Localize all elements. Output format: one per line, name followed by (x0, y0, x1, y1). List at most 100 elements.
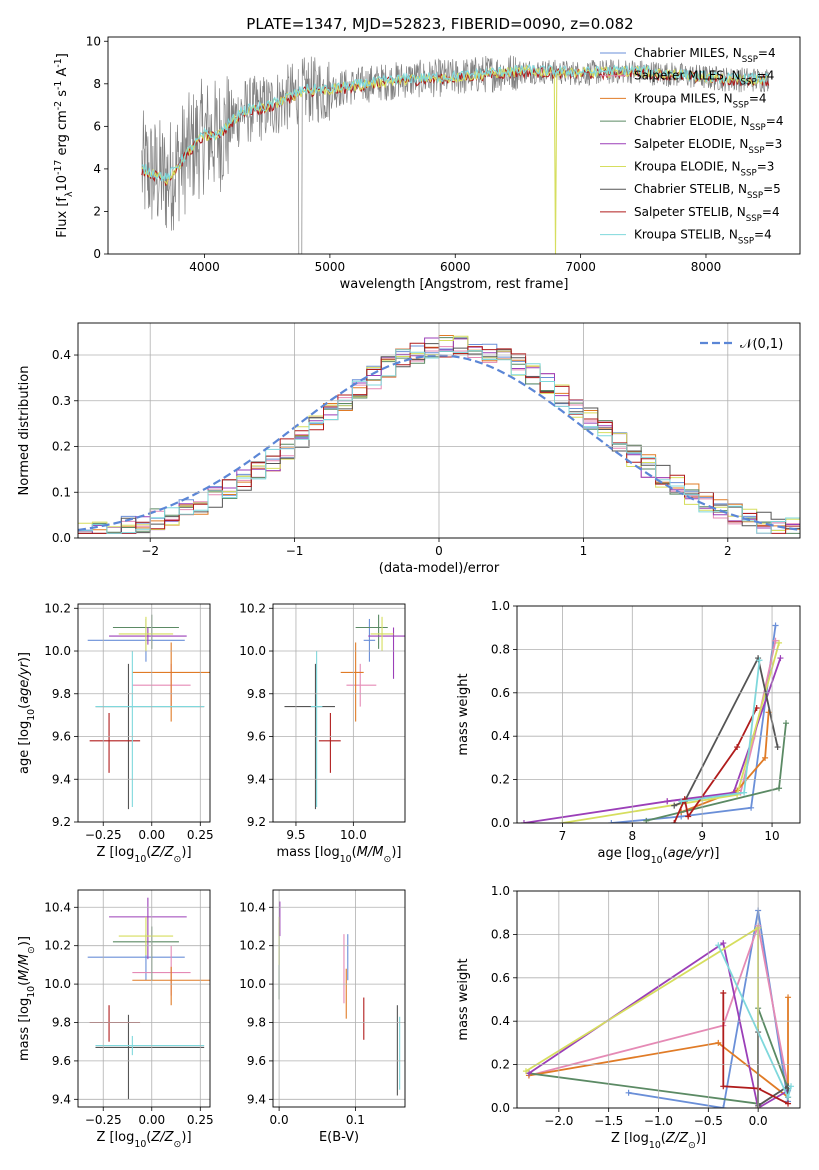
y-tick-label: 10.4 (44, 900, 71, 914)
y-tick-label: 8 (93, 77, 101, 91)
weight-marker (756, 657, 763, 664)
y-tick-label: 9.6 (52, 730, 71, 744)
label-part: =4 (757, 69, 775, 83)
label-part: )] (17, 936, 32, 946)
x-tick-label: 10 (764, 829, 779, 843)
axes-frame (272, 603, 406, 823)
weight-marker (715, 942, 722, 949)
label-part: =3 (757, 160, 775, 174)
weight-line (680, 712, 770, 813)
label-part: 10 (134, 854, 146, 865)
label-part: )] (181, 1130, 191, 1145)
label-part: ⊙ (174, 854, 182, 865)
label-part: age [log (17, 721, 32, 774)
label-part: =3 (765, 137, 783, 151)
x-tick-label: 0.1 (346, 1113, 365, 1127)
x-axis-label: Z [log10(Z/Z⊙)] (96, 1130, 191, 1150)
label-part: 10 (26, 709, 37, 721)
x-tick-label: −1.0 (644, 1114, 673, 1128)
weight-marker (685, 813, 692, 820)
y-tick-label: 0.2 (52, 440, 71, 454)
weight-marker (748, 804, 755, 811)
label-part: ⊙ (383, 854, 391, 865)
label-part: ( (352, 845, 357, 860)
weight-marker (522, 1068, 529, 1075)
label-part: ⊙ (26, 946, 37, 954)
label-part: 10 (134, 1139, 146, 1150)
y-tick-label: 9.2 (52, 815, 71, 829)
label-part: =4 (758, 46, 776, 60)
y-tick-label: 10.4 (239, 900, 266, 914)
y-tick-label: 9.4 (52, 1092, 71, 1106)
y-tick-label: 0.2 (491, 1058, 510, 1072)
legend-label: Salpeter MILES, NSSP=4 (634, 69, 774, 88)
y-tick-label: 0 (93, 247, 101, 261)
plot-area (87, 614, 210, 810)
weight-marker (671, 802, 678, 809)
weight-marker (520, 820, 527, 823)
label-part: Salpeter MILES, N (634, 69, 741, 83)
x-tick-label: −1.5 (594, 1114, 623, 1128)
y-tick-label: 4 (93, 162, 101, 176)
plot-area (141, 55, 770, 254)
label-part: SSP (742, 55, 758, 65)
weight-marker (772, 637, 779, 644)
y-tick-label: 10.2 (239, 939, 266, 953)
plot-area (520, 622, 790, 823)
weight-marker (776, 785, 783, 792)
label-part: ( (17, 704, 32, 709)
x-tick-label: 5000 (315, 260, 346, 274)
observed-spectrum (141, 55, 770, 254)
label-part: ( (663, 846, 668, 861)
weight-marker (608, 820, 615, 823)
label-part: -2 (53, 101, 64, 110)
y-tick-label: 0.8 (491, 642, 510, 656)
weight-marker (772, 622, 779, 629)
axes-frame (516, 890, 801, 1109)
y-tick-label: 10.2 (239, 601, 266, 615)
weight-marker (783, 720, 790, 727)
label-part: SSP (738, 237, 754, 247)
label-part: )] (709, 846, 719, 861)
label-part: 10 (649, 1140, 661, 1151)
y-axis-label: mass weight (456, 958, 471, 1040)
weight-marker (785, 1100, 792, 1107)
y-tick-label: 1.0 (491, 599, 510, 613)
y-tick-label: 10.0 (239, 977, 266, 991)
axes-frame (516, 605, 801, 824)
y-axis-label: mass [log10(M/M⊙)] (17, 936, 37, 1061)
y-tick-label: 0.8 (491, 927, 510, 941)
y-tick-label: 0.6 (491, 971, 510, 985)
weight-marker (625, 1089, 632, 1096)
label-part: =4 (749, 91, 767, 105)
label-part: ] (55, 53, 70, 58)
label-part: mass weight (456, 673, 471, 755)
legend-label: Salpeter ELODIE, NSSP=3 (634, 137, 782, 156)
y-tick-label: 9.6 (247, 730, 266, 744)
label-part: ( (146, 1130, 151, 1145)
x-axis-label: mass [log10(M/M⊙)] (277, 845, 402, 865)
weight-marker (774, 744, 781, 751)
x-axis-label: wavelength [Angstrom, rest frame] (340, 277, 569, 292)
label-part: -1 (53, 81, 64, 90)
weight-marker (720, 1105, 727, 1108)
label-part: SSP (746, 214, 762, 224)
label-part: 10 (651, 855, 663, 866)
label-part: -17 (53, 160, 64, 175)
label-part: SSP (748, 146, 764, 156)
y-axis-label: Normed distribution (17, 366, 32, 496)
label-part: =4 (754, 228, 772, 242)
x-tick-label: −1 (286, 544, 304, 558)
weight-line (528, 941, 789, 1108)
weight-marker (788, 1083, 795, 1090)
weight-marker (734, 744, 741, 751)
label-part: λ (64, 191, 75, 197)
label-part: ⊙ (174, 1139, 182, 1150)
x-tick-label: 9.5 (286, 828, 305, 842)
x-tick-label: −0.25 (85, 1113, 122, 1127)
label-part: Kroupa MILES, N (634, 91, 733, 105)
label-part: Salpeter ELODIE, N (634, 137, 748, 151)
label-part: )] (17, 652, 32, 662)
label-part: )] (181, 845, 191, 860)
label-part: Z [log (96, 845, 134, 860)
